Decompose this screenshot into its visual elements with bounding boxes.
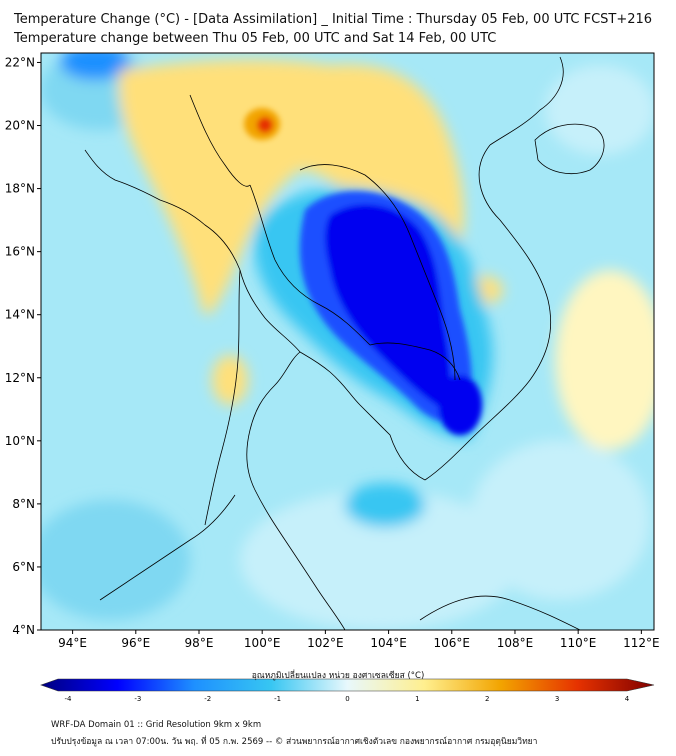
hot-core-north <box>257 117 273 133</box>
coast-vietnam <box>424 144 552 481</box>
coast-inner-gulf <box>239 269 301 353</box>
warm-region-north <box>118 59 464 315</box>
lon-tick-label: 102°E <box>307 636 344 650</box>
lon-tick-label: 100°E <box>244 636 281 650</box>
colorbar-tick-label: 2 <box>485 695 489 703</box>
coast-gulf-thailand <box>246 351 426 630</box>
pale-patch-southeast <box>470 440 650 600</box>
coast-china-south <box>489 56 564 146</box>
cold-patch-nw <box>60 53 130 80</box>
cold-core <box>325 204 451 410</box>
colorbar-ticks: -4 -3 -2 -1 0 1 2 3 4 <box>65 695 630 703</box>
cold-core-south <box>438 375 482 435</box>
lat-tick-label: 6°N <box>12 560 35 574</box>
colorbar-tick-label: -1 <box>274 695 281 703</box>
coast-andaman <box>204 269 241 526</box>
longitude-axis: 94°E 96°E 98°E 100°E 102°E 104°E 106°E 108°E 110… <box>58 630 660 650</box>
chart-title: Temperature Change (°C) - [Data Assimila… <box>14 12 653 27</box>
lon-tick-label: 96°E <box>121 636 150 650</box>
lat-tick-label: 18°N <box>5 182 35 196</box>
border-laos-thailand <box>299 164 456 381</box>
map-frame <box>40 52 655 631</box>
chart-subtitle: Temperature change between Thu 05 Feb, 0… <box>14 31 497 46</box>
coast-sumatra <box>99 494 236 601</box>
warm-patch-east <box>555 270 654 450</box>
lat-tick-label: 4°N <box>12 623 35 637</box>
border-cambodia <box>369 342 461 381</box>
lat-tick-label: 20°N <box>5 119 35 133</box>
lon-tick-label: 98°E <box>185 636 214 650</box>
coastlines <box>84 56 605 630</box>
colorbar-bar <box>40 678 655 692</box>
colorbar-tick-label: -4 <box>65 695 73 703</box>
lat-tick-label: 12°N <box>5 371 35 385</box>
lon-tick-label: 108°E <box>497 636 534 650</box>
colorbar-tick-label: 0 <box>345 695 349 703</box>
footer-model-info: WRF-DA Domain 01 :: Grid Resolution 9km … <box>51 720 262 730</box>
colorbar-tick-label: 4 <box>625 695 630 703</box>
cold-patch-gulf <box>345 483 425 527</box>
colorbar-label: อุณหภูมิเปลี่ยนแปลง หน่วย องศาเซลเซียส (… <box>251 671 425 681</box>
coast-myanmar <box>84 149 241 271</box>
colorbar-tick-label: 3 <box>555 695 559 703</box>
lat-tick-label: 16°N <box>5 245 35 259</box>
pale-patch-south <box>240 490 520 630</box>
lat-tick-label: 8°N <box>12 497 35 511</box>
temperature-field <box>41 53 654 630</box>
cool-patch-sw <box>41 500 190 620</box>
colorbar-tick-label: 1 <box>415 695 419 703</box>
colorbar: -4 -3 -2 -1 0 1 2 3 4 <box>40 678 655 703</box>
footer-credit: ปรับปรุงข้อมูล ณ เวลา 07:00น. วัน พฤ. ที… <box>51 737 538 747</box>
lon-tick-label: 110°E <box>560 636 597 650</box>
colorbar-tick-label: -3 <box>134 695 141 703</box>
lat-tick-label: 14°N <box>5 308 35 322</box>
coast-hainan <box>534 123 605 174</box>
lon-tick-label: 94°E <box>58 636 87 650</box>
lat-tick-label: 10°N <box>5 434 35 448</box>
lat-tick-label: 22°N <box>5 55 35 69</box>
warm-patch-isthmus <box>212 355 248 405</box>
lon-tick-label: 104°E <box>370 636 407 650</box>
coast-borneo <box>419 595 581 630</box>
lon-tick-label: 106°E <box>434 636 471 650</box>
colorbar-tick-label: -2 <box>204 695 211 703</box>
latitude-axis: 22°N 20°N 18°N 16°N 14°N 12°N 10°N 8°N 6°N 4°N <box>5 55 41 637</box>
border-thailand-west <box>249 184 371 346</box>
border-myanmar-north <box>189 94 251 187</box>
pale-patch-ne <box>545 65 654 155</box>
lon-tick-label: 112°E <box>623 636 660 650</box>
